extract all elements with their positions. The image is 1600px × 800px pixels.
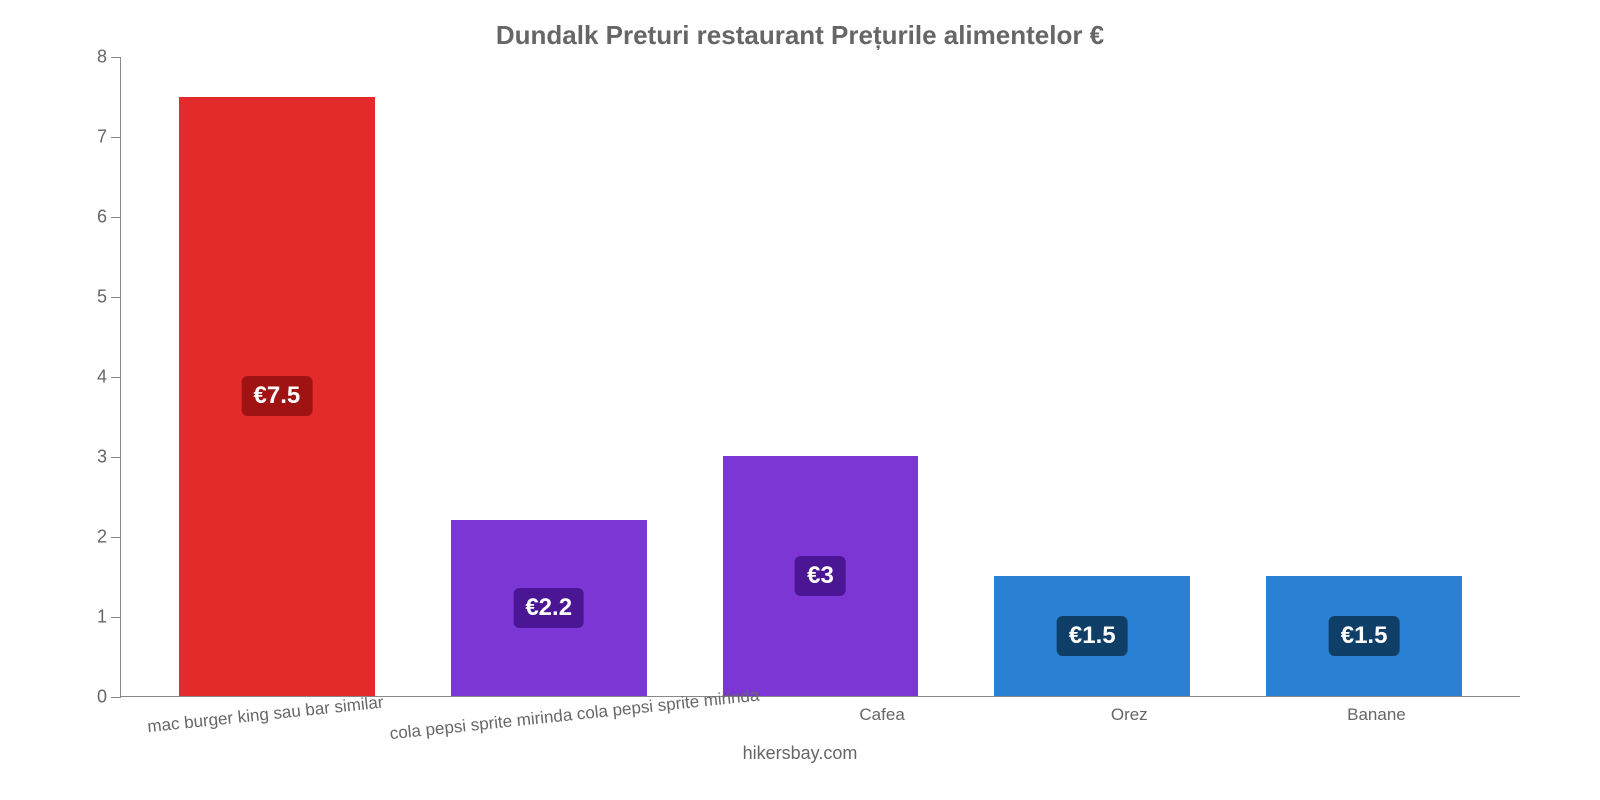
y-tick-label: 8 [71,47,107,68]
bar-slot: €1.5 [1228,57,1500,696]
bar: €7.5 [179,97,375,696]
chart-container: Dundalk Preturi restaurant Prețurile ali… [0,0,1600,800]
bar: €3 [723,456,919,696]
x-axis-label: Cafea [759,697,1006,725]
y-tick-label: 7 [71,127,107,148]
y-tick-label: 4 [71,367,107,388]
value-badge: €1.5 [1057,616,1128,656]
y-tick [111,297,121,298]
y-tick-label: 5 [71,287,107,308]
x-axis-labels: mac burger king sau bar similarcola peps… [120,697,1520,725]
y-tick [111,537,121,538]
bar: €1.5 [1266,576,1462,696]
bar: €1.5 [994,576,1190,696]
chart-title: Dundalk Preturi restaurant Prețurile ali… [40,20,1560,51]
bar-slot: €2.2 [413,57,685,696]
y-tick [111,217,121,218]
y-tick [111,457,121,458]
x-axis-label: Orez [1006,697,1253,725]
y-tick [111,377,121,378]
bar-slot: €3 [685,57,957,696]
x-axis-label: Banane [1253,697,1500,725]
y-tick-label: 6 [71,207,107,228]
bar-slot: €7.5 [141,57,413,696]
bar-slot: €1.5 [956,57,1228,696]
bars-group: €7.5 €2.2 €3 €1.5 €1.5 [121,57,1520,696]
value-badge: €2.2 [513,588,584,628]
plot-area: €7.5€2.2€3€1.5€1.5 012345678 [120,57,1520,697]
y-tick [111,57,121,58]
value-badge: €3 [795,556,846,596]
y-tick-label: 2 [71,527,107,548]
value-badge: €1.5 [1329,616,1400,656]
bar: €2.2 [451,520,647,696]
y-tick-label: 1 [71,607,107,628]
y-tick [111,617,121,618]
chart-footer: hikersbay.com [40,743,1560,764]
y-tick-label: 0 [71,687,107,708]
value-badge: €7.5 [242,376,313,416]
y-tick [111,137,121,138]
y-tick-label: 3 [71,447,107,468]
